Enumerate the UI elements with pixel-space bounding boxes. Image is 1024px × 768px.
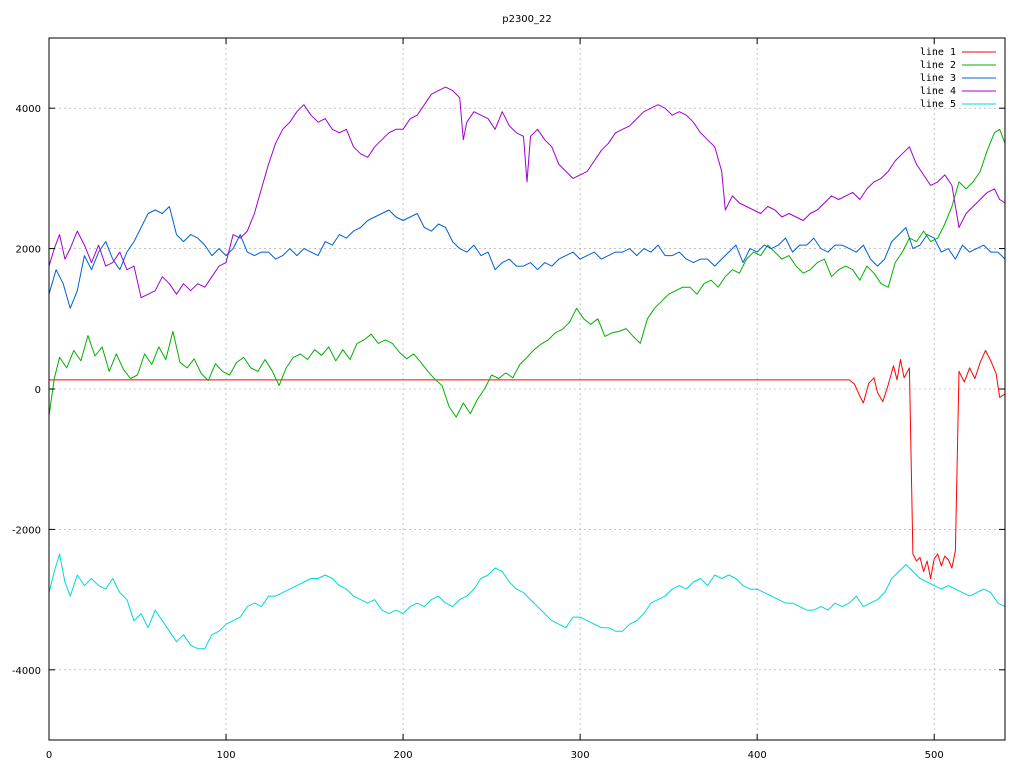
y-tick-label: -4000 <box>12 666 41 677</box>
y-tick-label: 4000 <box>16 104 41 115</box>
legend-label: line 1 <box>920 47 956 58</box>
series-line-1 <box>49 349 1006 579</box>
series-line-3 <box>48 206 1006 309</box>
series-group <box>48 86 1006 650</box>
x-tick-label: 300 <box>571 750 590 761</box>
y-tick-label: 2000 <box>16 245 41 256</box>
chart-title: p2300_22 <box>502 14 552 25</box>
x-tick-label: 200 <box>394 750 413 761</box>
axis-tick-labels: 0 100 200 300 400 500 -4000 -2000 0 2000 4000 <box>12 104 944 761</box>
series-line-5 <box>48 553 1006 650</box>
legend-label: line 4 <box>920 86 956 97</box>
series-line-4 <box>48 86 1006 299</box>
axis-ticks <box>48 38 1005 740</box>
x-tick-label: 400 <box>748 750 767 761</box>
x-tick-label: 500 <box>925 750 944 761</box>
legend: line 1 line 2 line 3 line 4 line 5 <box>920 47 996 110</box>
y-tick-label: 0 <box>35 385 41 396</box>
series-line-2 <box>48 128 1006 418</box>
legend-label: line 5 <box>920 99 956 110</box>
x-tick-label: 0 <box>46 750 52 761</box>
y-tick-label: -2000 <box>12 525 41 536</box>
legend-label: line 2 <box>920 60 956 71</box>
x-tick-label: 100 <box>216 750 235 761</box>
legend-label: line 3 <box>920 73 956 84</box>
grid <box>49 38 1005 740</box>
